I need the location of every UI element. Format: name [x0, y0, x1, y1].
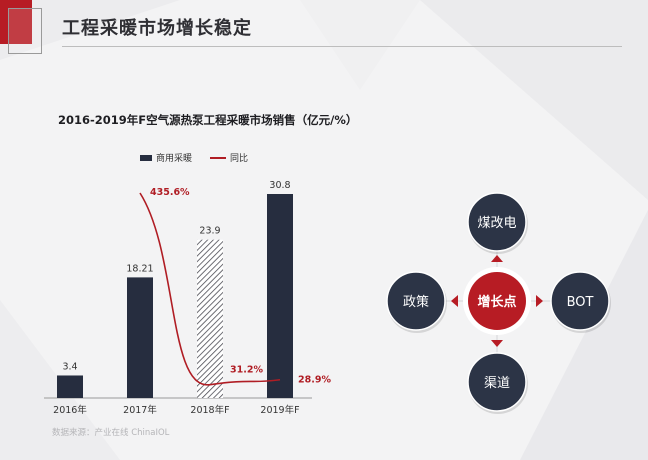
x-tick-label-2: 2018年F — [190, 404, 229, 416]
bar-1 — [127, 277, 153, 398]
legend-label-bar: 商用采暖 — [156, 154, 193, 164]
legend-swatch-line — [210, 156, 227, 159]
node-top — [467, 192, 527, 252]
bar-2 — [197, 239, 223, 398]
node-bottom — [467, 352, 527, 412]
bar-value-label-2: 23.9 — [199, 226, 220, 237]
center-label: 增长点 — [477, 294, 516, 310]
bar-3 — [267, 194, 293, 398]
arrow-top — [491, 255, 503, 262]
x-tick-label-1: 2017年 — [123, 404, 157, 416]
yoy-line — [139, 192, 281, 386]
node-label-left: 政策 — [403, 294, 429, 310]
yoy-label-3: 28.9% — [298, 375, 331, 386]
page-title: 工程采暖市场增长稳定 — [62, 18, 252, 39]
yoy-label-2: 31.2% — [230, 365, 263, 376]
yoy-label-1: 435.6% — [150, 187, 190, 198]
node-right — [550, 271, 610, 331]
legend-label-line: 同比 — [230, 154, 249, 164]
x-tick-label-0: 2016年 — [53, 404, 87, 416]
chart-title: 2016-2019年F空气源热泵工程采暖市场销售（亿元/%） — [58, 113, 358, 127]
bar-value-label-3: 30.8 — [269, 180, 290, 191]
corner-accent-red — [0, 0, 32, 44]
legend-swatch-bar — [140, 154, 152, 161]
corner-accent-outline — [8, 8, 42, 54]
node-label-right: BOT — [567, 295, 594, 310]
center-circle — [468, 272, 526, 330]
node-left — [386, 271, 446, 331]
arrow-left — [451, 295, 458, 307]
node-label-top: 煤改电 — [477, 216, 516, 231]
chart-legend: 商用采暖 同比 — [140, 151, 248, 164]
bar-0 — [57, 375, 83, 398]
node-label-bottom: 渠道 — [484, 376, 510, 391]
bar-value-label-1: 18.21 — [126, 263, 153, 274]
arrow-bottom — [491, 340, 503, 347]
bar-value-label-0: 3.4 — [62, 361, 77, 372]
title-divider — [62, 46, 622, 47]
x-tick-label-3: 2019年F — [260, 404, 299, 416]
data-source: 数据来源：产业在线 ChinaIOL — [52, 428, 170, 438]
arrow-right — [536, 295, 543, 307]
